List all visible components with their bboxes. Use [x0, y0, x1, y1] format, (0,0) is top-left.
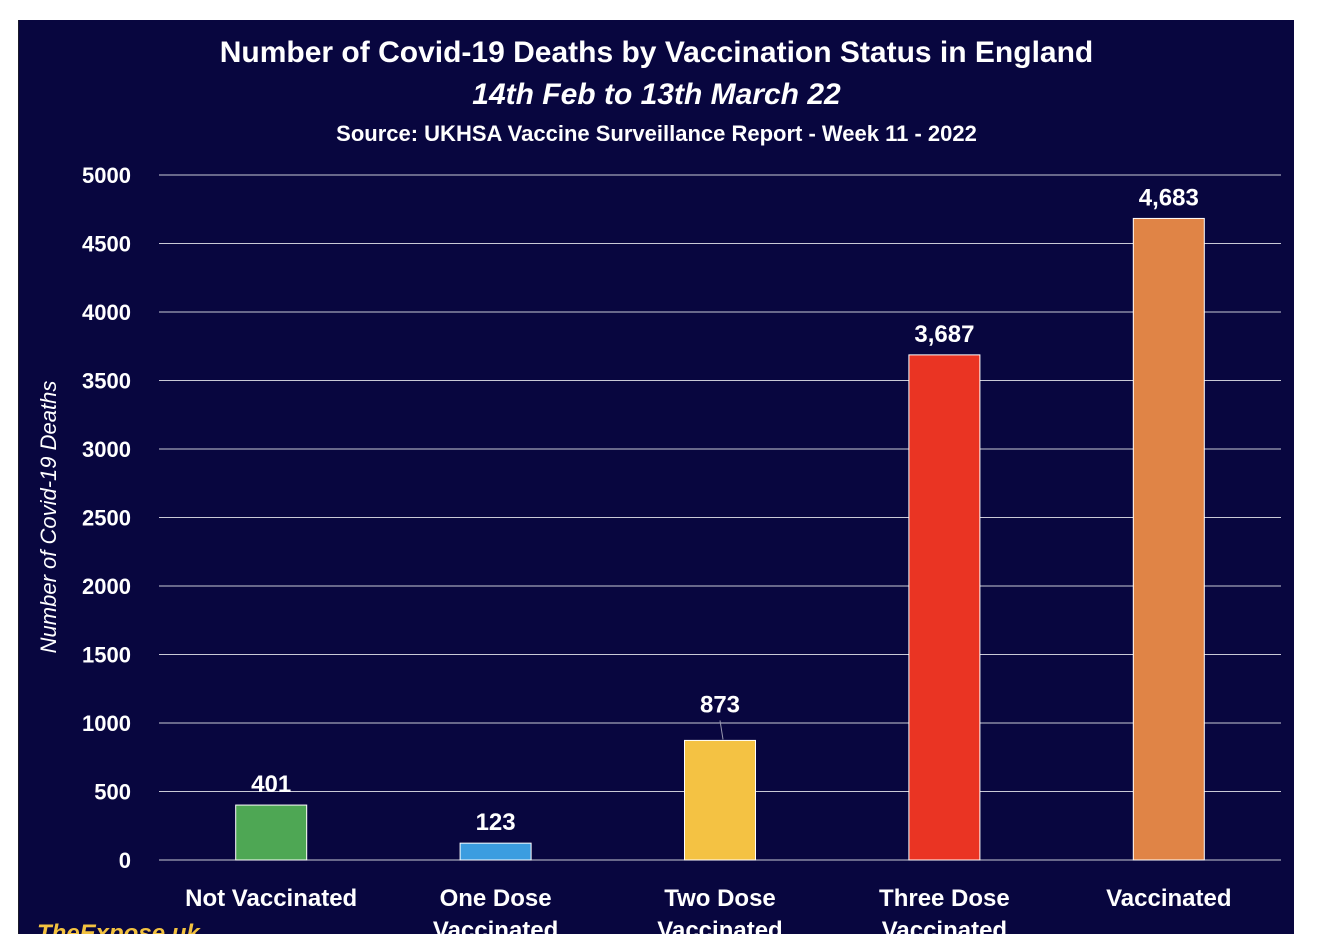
- y-tick-label: 5000: [82, 163, 131, 188]
- chart-frame: Number of Covid-19 Deaths by Vaccination…: [18, 20, 1294, 934]
- x-tick-label: Vaccinated: [1106, 885, 1231, 912]
- chart-title: Number of Covid-19 Deaths by Vaccination…: [219, 36, 1094, 69]
- y-tick-label: 3000: [82, 437, 131, 462]
- x-tick-label: Vaccinated: [433, 917, 558, 934]
- y-tick-label: 4500: [82, 232, 131, 257]
- x-tick-label: Three Dose: [879, 885, 1010, 912]
- bar: [908, 354, 981, 861]
- data-label-leader: [719, 720, 724, 740]
- y-tick-label: 1000: [82, 711, 131, 736]
- bar: [235, 804, 308, 861]
- bar: [684, 739, 756, 861]
- y-tick-label: 4000: [82, 300, 131, 325]
- x-tick-label: Two Dose: [664, 885, 776, 912]
- y-tick-label: 500: [94, 780, 131, 805]
- bar: [1132, 217, 1205, 861]
- watermark: TheExpose.uk: [37, 920, 200, 934]
- y-tick-label: 2500: [82, 506, 131, 531]
- data-label: 4,683: [1139, 184, 1199, 211]
- x-tick-label: Vaccinated: [882, 917, 1007, 934]
- y-tick-label: 2000: [82, 574, 131, 599]
- x-tick-label: Vaccinated: [657, 917, 782, 934]
- y-tick-label: 3500: [82, 369, 131, 394]
- chart-subtitle: 14th Feb to 13th March 22: [472, 78, 841, 111]
- y-tick-label: 0: [119, 848, 131, 873]
- bar-chart-plot: 0 500 1000 1500 2000 2500 3000 3500 4000 4500 5000…: [82, 163, 1281, 934]
- data-label: 873: [700, 691, 740, 718]
- data-label: 3,687: [914, 321, 974, 348]
- bar: [459, 842, 532, 861]
- x-tick-label: Not Vaccinated: [185, 885, 357, 912]
- data-label: 401: [251, 771, 291, 798]
- chart-source: Source: UKHSA Vaccine Surveillance Repor…: [336, 121, 977, 146]
- data-label: 123: [476, 809, 516, 836]
- y-tick-label: 1500: [82, 643, 131, 668]
- x-tick-label: One Dose: [440, 885, 552, 912]
